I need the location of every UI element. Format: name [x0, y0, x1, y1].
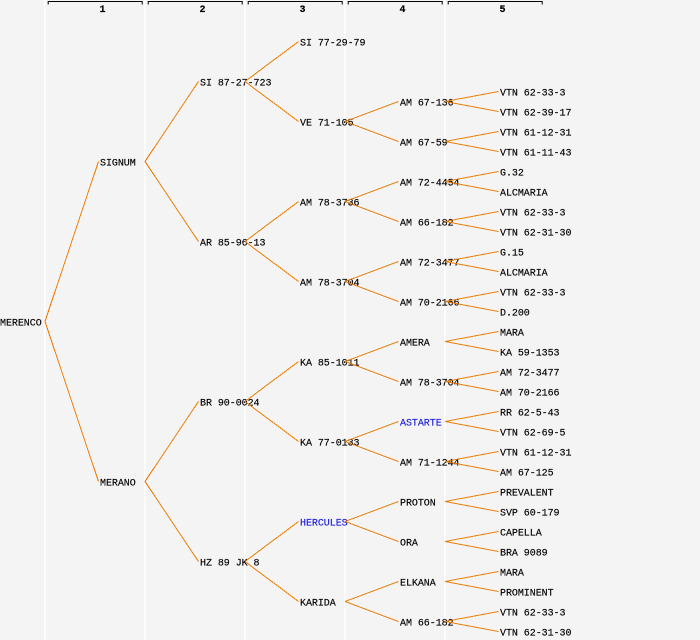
- svg-text:AM 67-125: AM 67-125: [500, 469, 554, 480]
- svg-text:VTN 62-33-3: VTN 62-33-3: [500, 209, 566, 220]
- svg-text:AM 72-3477: AM 72-3477: [400, 259, 460, 270]
- svg-text:SIGNUM: SIGNUM: [100, 159, 136, 170]
- svg-text:AM 71-1244: AM 71-1244: [400, 459, 460, 470]
- svg-text:KA 59-1353: KA 59-1353: [500, 349, 560, 360]
- svg-text:AM 72-3477: AM 72-3477: [500, 369, 560, 380]
- svg-text:AM 67-136: AM 67-136: [400, 99, 454, 110]
- svg-text:ASTARTE: ASTARTE: [400, 419, 442, 430]
- svg-text:ALCMARIA: ALCMARIA: [500, 189, 548, 200]
- svg-text:AM 70-2166: AM 70-2166: [400, 299, 460, 310]
- svg-text:RR 62-5-43: RR 62-5-43: [500, 409, 560, 420]
- svg-text:1: 1: [100, 5, 106, 16]
- svg-text:AM 66-182: AM 66-182: [400, 219, 454, 230]
- svg-text:VTN 62-33-3: VTN 62-33-3: [500, 89, 566, 100]
- svg-text:VTN 61-12-31: VTN 61-12-31: [500, 129, 571, 140]
- svg-text:SI 87-27-723: SI 87-27-723: [200, 79, 271, 90]
- svg-text:ORA: ORA: [400, 539, 418, 550]
- svg-text:PROMINENT: PROMINENT: [500, 589, 554, 600]
- svg-text:MERANO: MERANO: [100, 479, 136, 490]
- svg-text:VTN 62-39-17: VTN 62-39-17: [500, 109, 571, 120]
- svg-text:VTN 61-11-43: VTN 61-11-43: [500, 149, 571, 160]
- svg-text:VTN 62-31-30: VTN 62-31-30: [500, 629, 571, 640]
- svg-text:AR 85-96-13: AR 85-96-13: [200, 239, 266, 250]
- svg-text:AM 78-3704: AM 78-3704: [300, 279, 360, 290]
- svg-text:VTN 61-12-31: VTN 61-12-31: [500, 449, 571, 460]
- svg-text:G.15: G.15: [500, 249, 524, 260]
- svg-text:VTN 62-31-30: VTN 62-31-30: [500, 229, 571, 240]
- svg-text:5: 5: [500, 5, 506, 16]
- svg-text:MARA: MARA: [500, 569, 524, 580]
- svg-text:KARIDA: KARIDA: [300, 599, 336, 610]
- svg-text:BRA 9089: BRA 9089: [500, 549, 548, 560]
- svg-text:AM 70-2166: AM 70-2166: [500, 389, 560, 400]
- svg-text:MERENCO: MERENCO: [0, 319, 42, 330]
- svg-text:KA 85-1011: KA 85-1011: [300, 359, 360, 370]
- svg-text:CAPELLA: CAPELLA: [500, 529, 542, 540]
- svg-text:PREVALENT: PREVALENT: [500, 489, 554, 500]
- svg-text:ELKANA: ELKANA: [400, 579, 436, 590]
- svg-text:PROTON: PROTON: [400, 499, 436, 510]
- svg-text:HZ 89 JK 8: HZ 89 JK 8: [200, 559, 260, 570]
- svg-text:AM 66-182: AM 66-182: [400, 619, 454, 630]
- svg-text:G.32: G.32: [500, 169, 524, 180]
- svg-text:2: 2: [200, 5, 206, 16]
- svg-text:D.200: D.200: [500, 309, 530, 320]
- svg-text:4: 4: [400, 5, 406, 16]
- svg-text:AM 78-3736: AM 78-3736: [300, 199, 360, 210]
- svg-text:SI 77-29-79: SI 77-29-79: [300, 39, 366, 50]
- svg-text:HERCULES: HERCULES: [300, 519, 348, 530]
- svg-text:AM 78-3704: AM 78-3704: [400, 379, 460, 390]
- svg-text:ALCMARIA: ALCMARIA: [500, 269, 548, 280]
- svg-text:AM 67-59: AM 67-59: [400, 139, 448, 150]
- svg-text:VTN 62-33-3: VTN 62-33-3: [500, 609, 566, 620]
- svg-text:3: 3: [300, 5, 306, 16]
- svg-text:MARA: MARA: [500, 329, 524, 340]
- svg-text:KA 77-0133: KA 77-0133: [300, 439, 360, 450]
- svg-text:BR 90-0024: BR 90-0024: [200, 399, 260, 410]
- svg-text:VTN 62-69-5: VTN 62-69-5: [500, 429, 566, 440]
- svg-text:SVP 60-179: SVP 60-179: [500, 509, 560, 520]
- svg-text:VE 71-105: VE 71-105: [300, 119, 354, 130]
- svg-text:VTN 62-33-3: VTN 62-33-3: [500, 289, 566, 300]
- svg-text:AMERA: AMERA: [400, 339, 430, 350]
- svg-text:AM 72-4454: AM 72-4454: [400, 179, 460, 190]
